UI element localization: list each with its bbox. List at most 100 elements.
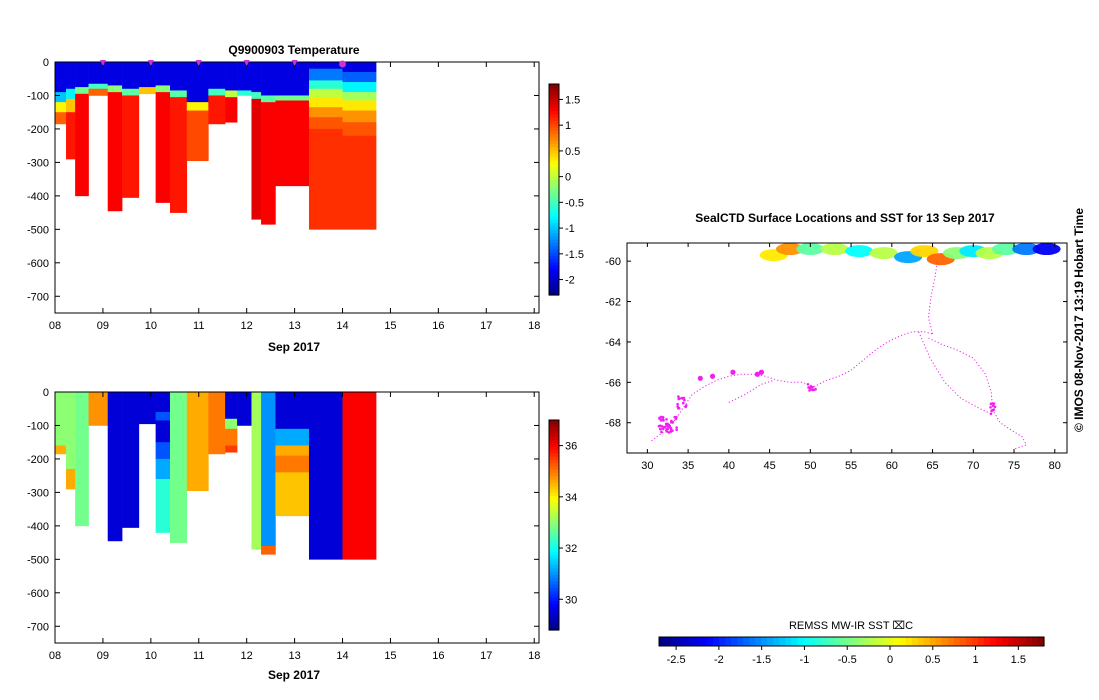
temperature-colorbar-segment xyxy=(549,189,559,194)
salinity-colorbar-segment xyxy=(549,616,559,621)
temperature-profile-cell xyxy=(138,62,156,88)
seal-location-point xyxy=(684,405,688,409)
seal-location-point xyxy=(665,424,669,428)
salinity-colorbar-segment xyxy=(549,613,559,618)
salinity-colorbar-segment xyxy=(549,485,559,490)
sst-colorbar-segment xyxy=(905,637,913,646)
salinity-colorbar-segment xyxy=(549,541,559,546)
salinity-x-tick-label: 08 xyxy=(49,650,61,662)
salinity-colorbar-segment xyxy=(549,580,559,585)
sst-colorbar-segment xyxy=(743,637,750,646)
salinity-profile-cell xyxy=(275,455,310,473)
salinity-colorbar-segment xyxy=(549,551,559,556)
temperature-colorbar-segment xyxy=(549,268,559,273)
sst-colorbar-segment xyxy=(845,637,853,646)
seal-location-marker xyxy=(758,369,765,375)
temperature-profile-cell xyxy=(170,97,188,213)
temperature-profile-cell xyxy=(275,100,310,187)
temperature-colorbar-segment xyxy=(549,110,559,115)
sst-colorbar-segment xyxy=(713,637,720,646)
temperature-profile-cell xyxy=(275,95,310,101)
temperature-xlabel: Sep 2017 xyxy=(268,340,320,354)
sst-colorbar-tick-label: 0 xyxy=(887,654,893,666)
seal-location-point xyxy=(677,407,680,410)
seal-location-point xyxy=(670,419,673,423)
salinity-panel: 08 09 10 11 12 13 14 15 16 17 18 0 -100 -200 -300 -400 -… xyxy=(27,387,577,662)
sst-colorbar-segment xyxy=(785,637,792,646)
salinity-profile-cell xyxy=(237,392,252,426)
temperature-colorbar-segment xyxy=(549,182,559,187)
salinity-colorbar-segment xyxy=(549,593,559,598)
sst-colorbar-segment xyxy=(1031,637,1039,646)
sst-patch xyxy=(845,245,874,258)
temperature-profile-cell xyxy=(261,95,276,103)
sst-colorbar-segment xyxy=(851,637,859,646)
temperature-profile-cell xyxy=(170,62,188,91)
temperature-colorbar-segment xyxy=(549,238,559,243)
temperature-colorbar-segment xyxy=(549,156,559,161)
sst-colorbar-segment xyxy=(875,637,883,646)
salinity-profile-cell xyxy=(155,412,171,421)
map-x-tick-label: 60 xyxy=(886,460,898,472)
temperature-x-tick-label: 18 xyxy=(528,320,540,332)
temperature-x-tick-label: 13 xyxy=(288,320,300,332)
imos-side-note: © IMOS 08-Nov-2017 13:19 Hobart Time xyxy=(1072,208,1086,432)
temperature-colorbar-segment xyxy=(549,202,559,207)
temperature-colorbar-tick-label: 0.5 xyxy=(565,146,580,158)
seal-location-point xyxy=(661,427,665,431)
sst-colorbar-segment xyxy=(809,637,817,646)
map-y-tick-label: -60 xyxy=(605,256,621,268)
salinity-y-tick-label: -700 xyxy=(27,621,49,633)
salinity-colorbar-segment xyxy=(549,577,559,582)
sst-colorbar-segment xyxy=(773,637,780,646)
salinity-colorbar-segment xyxy=(549,521,559,526)
salinity-x-tick-label: 09 xyxy=(97,650,109,662)
temperature-profile-cell xyxy=(107,85,123,93)
temperature-colorbar-segment xyxy=(549,212,559,217)
salinity-profile-cell xyxy=(261,392,276,547)
salinity-x-tick-label: 15 xyxy=(384,650,396,662)
temperature-colorbar-tick-label: -2 xyxy=(565,275,575,287)
seal-location-point xyxy=(659,427,662,431)
temperature-y-tick-label: -600 xyxy=(27,258,49,270)
temperature-profile-cell xyxy=(251,98,262,220)
salinity-colorbar-segment xyxy=(549,469,559,474)
seal-location-point xyxy=(989,402,993,406)
sst-colorbar-segment xyxy=(971,637,979,646)
sst-colorbar-segment xyxy=(965,637,973,646)
salinity-profile-cell xyxy=(138,392,156,425)
temperature-colorbar-segment xyxy=(549,192,559,197)
salinity-colorbar-segment xyxy=(549,623,559,628)
salinity-colorbar-segment xyxy=(549,531,559,536)
salinity-colorbar-segment xyxy=(549,433,559,438)
temperature-profile-cell xyxy=(342,110,377,123)
salinity-profile-cell xyxy=(261,545,276,555)
salinity-profile-cell xyxy=(75,392,89,527)
salinity-colorbar-segment xyxy=(549,492,559,497)
salinity-colorbar-segment xyxy=(549,547,559,552)
salinity-x-tick-label: 16 xyxy=(432,650,444,662)
temperature-colorbar-segment xyxy=(549,291,559,296)
temperature-profile-cell xyxy=(55,112,67,125)
temperature-colorbar-segment xyxy=(549,215,559,220)
seal-location-point xyxy=(675,426,678,429)
salinity-profile-cell xyxy=(225,428,238,446)
temperature-colorbar-segment xyxy=(549,97,559,102)
sst-colorbar-segment xyxy=(719,637,726,646)
seal-location-point xyxy=(660,425,664,428)
salinity-colorbar-segment xyxy=(549,607,559,611)
seal-location-point xyxy=(681,401,685,405)
sst-colorbar-segment xyxy=(917,637,925,646)
salinity-profile-cell xyxy=(155,442,171,460)
salinity-colorbar-segment xyxy=(549,620,559,625)
temperature-colorbar-segment xyxy=(549,288,559,293)
temperature-colorbar-segment xyxy=(549,169,559,174)
sst-colorbar-segment xyxy=(833,637,841,646)
temperature-profile-marker xyxy=(339,60,347,68)
seal-location-point xyxy=(808,389,811,392)
temperature-colorbar-segment xyxy=(549,90,559,95)
temperature-colorbar-segment xyxy=(549,103,559,108)
salinity-colorbar-segment xyxy=(549,574,559,579)
temperature-colorbar-tick-label: -0.5 xyxy=(565,197,584,209)
